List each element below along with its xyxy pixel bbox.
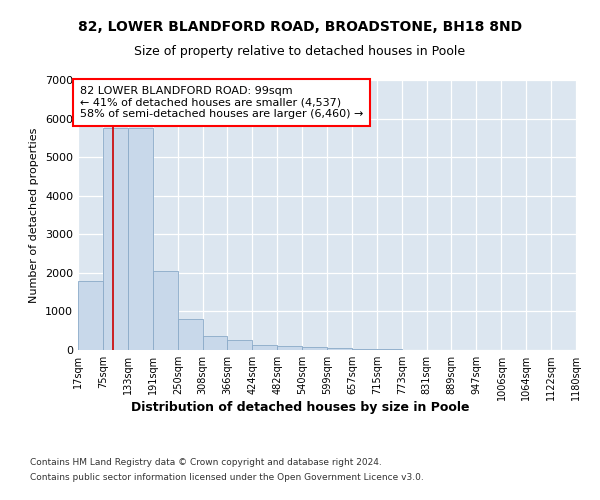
Bar bbox=[352, 348, 377, 350]
Text: 82 LOWER BLANDFORD ROAD: 99sqm
← 41% of detached houses are smaller (4,537)
58% : 82 LOWER BLANDFORD ROAD: 99sqm ← 41% of … bbox=[80, 86, 364, 119]
Bar bbox=[302, 348, 327, 350]
Bar bbox=[152, 271, 178, 350]
Text: Size of property relative to detached houses in Poole: Size of property relative to detached ho… bbox=[134, 45, 466, 58]
Text: Contains public sector information licensed under the Open Government Licence v3: Contains public sector information licen… bbox=[30, 473, 424, 482]
Text: Contains HM Land Registry data © Crown copyright and database right 2024.: Contains HM Land Registry data © Crown c… bbox=[30, 458, 382, 467]
Bar bbox=[203, 336, 227, 350]
Bar bbox=[178, 319, 203, 350]
Bar bbox=[78, 282, 103, 350]
Y-axis label: Number of detached properties: Number of detached properties bbox=[29, 128, 40, 302]
Bar bbox=[103, 128, 128, 350]
Bar bbox=[252, 345, 277, 350]
Text: Distribution of detached houses by size in Poole: Distribution of detached houses by size … bbox=[131, 401, 469, 414]
Bar bbox=[377, 349, 402, 350]
Bar bbox=[327, 348, 352, 350]
Bar bbox=[128, 128, 152, 350]
Bar bbox=[277, 346, 302, 350]
Text: 82, LOWER BLANDFORD ROAD, BROADSTONE, BH18 8ND: 82, LOWER BLANDFORD ROAD, BROADSTONE, BH… bbox=[78, 20, 522, 34]
Bar bbox=[227, 340, 252, 350]
